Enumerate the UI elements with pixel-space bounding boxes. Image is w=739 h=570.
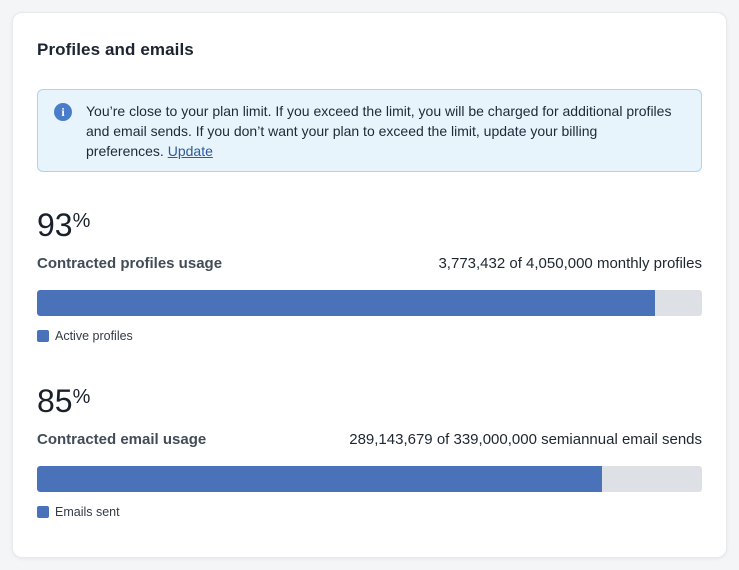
plan-limit-alert-text: You’re close to your plan limit. If you … bbox=[86, 101, 678, 161]
email-usage-label: Contracted email usage bbox=[37, 431, 207, 448]
plan-limit-alert: i You’re close to your plan limit. If yo… bbox=[37, 89, 702, 172]
page-title: Profiles and emails bbox=[37, 40, 194, 59]
profiles-progress-fill bbox=[37, 290, 656, 316]
email-progress-track bbox=[37, 466, 702, 492]
profiles-usage-label: Contracted profiles usage bbox=[37, 255, 223, 272]
email-legend-label: Emails sent bbox=[55, 505, 120, 519]
profiles-legend-label: Active profiles bbox=[55, 329, 133, 343]
profiles-legend: Active profiles bbox=[37, 328, 702, 344]
email-progress-fill bbox=[37, 466, 603, 492]
profiles-progress-track bbox=[37, 290, 702, 316]
profiles-percent-sign: % bbox=[72, 210, 91, 232]
email-usage-value: 289,143,679 of 339,000,000 semiannual em… bbox=[349, 431, 702, 448]
email-usage-percent: 85% bbox=[37, 378, 702, 420]
profiles-usage-value: 3,773,432 of 4,050,000 monthly profiles bbox=[438, 255, 702, 272]
profiles-usage-section: 93% Contracted profiles usage 3,773,432 … bbox=[37, 202, 702, 344]
emails-sent-swatch-icon bbox=[37, 506, 49, 518]
email-usage-row: Contracted email usage 289,143,679 of 33… bbox=[37, 430, 702, 450]
profiles-usage-percent: 93% bbox=[37, 202, 702, 244]
email-percent-value: 85 bbox=[37, 383, 73, 419]
profiles-usage-row: Contracted profiles usage 3,773,432 of 4… bbox=[37, 254, 702, 274]
email-usage-section: 85% Contracted email usage 289,143,679 o… bbox=[37, 378, 702, 520]
email-legend: Emails sent bbox=[37, 504, 702, 520]
update-billing-link[interactable]: Update bbox=[167, 143, 213, 159]
profiles-and-emails-card: Profiles and emails i You’re close to yo… bbox=[12, 12, 727, 558]
info-icon: i bbox=[54, 103, 72, 121]
alert-message: You’re close to your plan limit. If you … bbox=[86, 103, 672, 159]
profiles-percent-value: 93 bbox=[37, 207, 73, 243]
active-profiles-swatch-icon bbox=[37, 330, 49, 342]
email-percent-sign: % bbox=[72, 386, 91, 408]
